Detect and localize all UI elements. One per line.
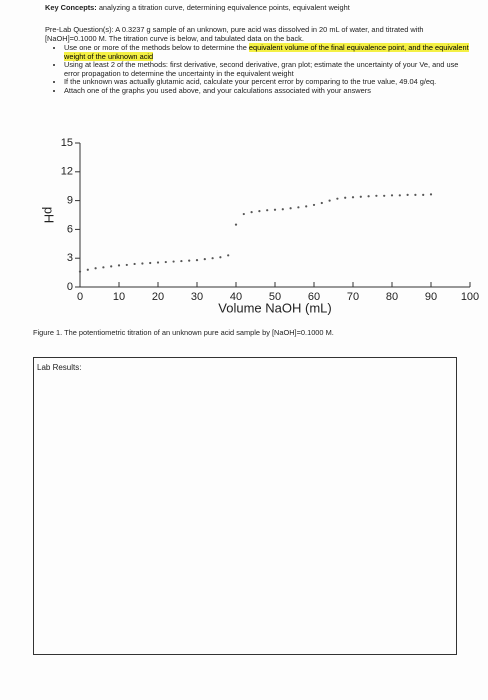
data-point	[78, 270, 82, 273]
data-point	[406, 193, 409, 196]
data-point	[422, 193, 425, 196]
data-point	[312, 203, 316, 207]
data-point	[414, 193, 417, 196]
bullet: Attach one of the graphs you used above,…	[64, 85, 470, 96]
data-point	[172, 260, 175, 263]
data-point	[86, 268, 89, 271]
data-point	[141, 262, 144, 265]
data-point	[149, 261, 152, 265]
y-tick-label: 3	[67, 252, 73, 264]
x-tick-label: 70	[347, 291, 359, 303]
data-point	[336, 197, 339, 200]
data-point	[133, 262, 136, 266]
y-tick-label: 6	[67, 223, 73, 235]
x-tick-label: 30	[191, 291, 203, 303]
data-point	[281, 208, 284, 211]
bullets: Use one or more of the methods below to …	[50, 43, 470, 96]
data-point	[211, 257, 214, 260]
data-point	[328, 199, 331, 202]
data-point	[180, 259, 183, 263]
caption: Figure 1. The potentiometric titration o…	[33, 328, 334, 337]
data-point	[375, 194, 378, 197]
key-concepts-text: analyzing a titration curve, determining…	[98, 3, 350, 12]
data-point	[305, 205, 308, 208]
x-tick-label: 20	[152, 291, 164, 303]
data-point	[289, 207, 292, 210]
y-tick-label: 12	[61, 166, 73, 178]
data-point	[320, 201, 323, 205]
data-point	[188, 259, 191, 262]
y-axis-label: pH	[42, 207, 57, 224]
data-point	[110, 265, 113, 268]
bullet-text: Using at least 2 of the methods: first d…	[64, 60, 459, 78]
data-point	[359, 195, 362, 198]
bullet: Use one or more of the methods below to …	[64, 43, 470, 61]
prelab: Pre-Lab Question(s): A 0.3237 g sample o…	[45, 25, 445, 43]
x-tick-label: 0	[77, 291, 83, 303]
data-point	[203, 258, 206, 261]
bullet: Using at least 2 of the methods: first d…	[64, 60, 470, 78]
data-point	[390, 194, 394, 197]
y-tick-label: 0	[67, 281, 73, 293]
data-point	[351, 196, 355, 199]
x-tick-label: 40	[230, 291, 242, 303]
key-concepts-label: Key Concepts:	[45, 3, 97, 12]
y-tick-label: 9	[67, 195, 73, 207]
data-point	[383, 194, 386, 197]
prelab-text: A 0.3237 g sample of an unknown, pure ac…	[45, 25, 424, 43]
data-point	[242, 212, 245, 216]
data-point	[234, 223, 238, 226]
data-point	[250, 211, 253, 214]
data-point	[102, 266, 105, 269]
prelab-label: Pre-Lab Question(s):	[45, 25, 114, 34]
x-tick-label: 80	[386, 291, 398, 303]
x-tick-label: 60	[308, 291, 320, 303]
x-tick-label: 10	[113, 291, 125, 303]
data-point	[125, 263, 128, 267]
y-tick-label: 15	[61, 137, 73, 149]
data-point	[164, 260, 167, 264]
lab-results-box: Lab Results:	[33, 357, 457, 655]
data-point	[94, 267, 97, 270]
data-point	[273, 208, 277, 211]
bullet-text: Use one or more of the methods below to …	[64, 43, 249, 52]
data-point	[344, 196, 347, 199]
bullet-text: Attach one of the graphs you used above,…	[64, 85, 371, 95]
x-tick-label: 100	[461, 291, 479, 303]
data-point	[398, 194, 401, 197]
bullet-list: Use one or more of the methods below to …	[50, 43, 470, 96]
data-point	[195, 259, 199, 262]
bullet: If the unknown was actually glutamic aci…	[64, 78, 470, 87]
data-point	[227, 254, 230, 257]
data-point	[156, 261, 160, 264]
data-point	[117, 264, 121, 267]
chart: 0 3 6 9 12 15 0 10 20 30 40 50 60 70 80 90 100 Volume NaO…	[42, 137, 480, 316]
data-point	[258, 210, 261, 213]
data-point	[429, 193, 433, 196]
data-point	[219, 256, 222, 259]
data-point	[266, 209, 269, 212]
key-concepts: Key Concepts: analyzing a titration curv…	[45, 3, 350, 12]
data-point	[297, 206, 300, 209]
lab-results-label: Lab Results:	[37, 363, 82, 372]
x-axis-label: Volume NaOH (mL)	[218, 300, 331, 315]
data-point	[367, 195, 370, 198]
x-tick-label: 50	[269, 291, 281, 303]
x-tick-label: 90	[425, 291, 437, 303]
bullet-text: If the unknown was actually glutamic aci…	[64, 77, 437, 87]
